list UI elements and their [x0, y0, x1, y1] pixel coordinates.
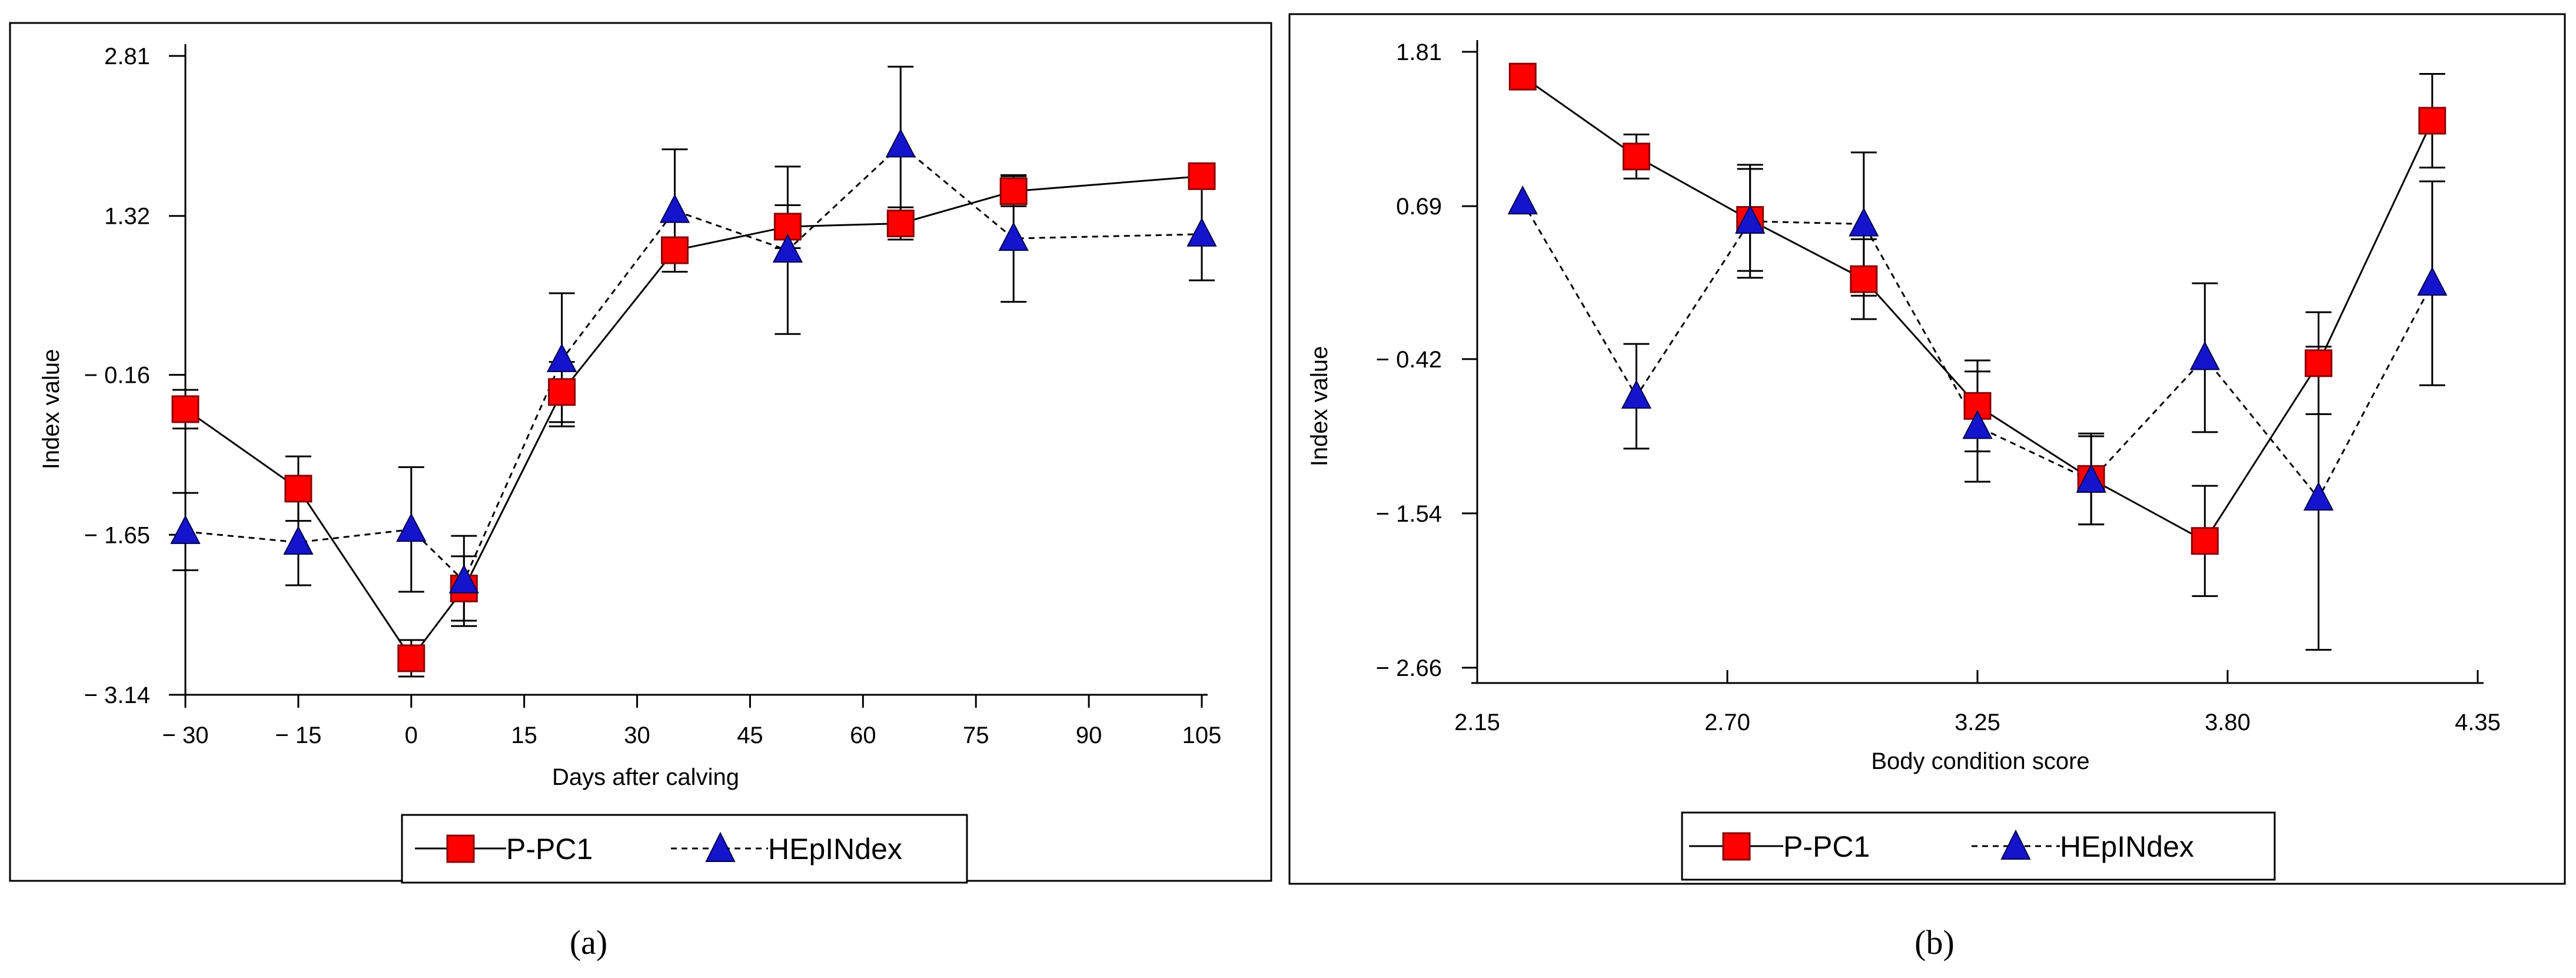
panel-a-legend: P-PC1 HEpINdex — [401, 814, 968, 884]
panel-b-hepindex-point — [1621, 379, 1652, 409]
panel-a-p-pc1-point — [1188, 162, 1216, 190]
panel-a-p-pc1-point — [999, 177, 1028, 205]
panel-a-legend-p-pc1-label: P-PC1 — [506, 833, 593, 866]
panel-b-p-pc1-point — [2305, 349, 2333, 377]
panel-a-p-pc1-point — [548, 378, 576, 406]
panel-a-legend-p-pc1-marker — [446, 834, 475, 863]
panel-b-ylabel: Index value — [1307, 346, 1332, 467]
panel-b-hepindex-point — [2076, 463, 2106, 493]
panel-b-ytick-label: 1.81 — [1396, 39, 1442, 65]
panel-b-hepindex-point — [1849, 207, 1879, 237]
panel-a-hepindex-point — [659, 194, 690, 223]
panel-a-xtick-label: 15 — [511, 722, 537, 748]
panel-b-legend-p-pc1-marker — [1722, 832, 1751, 861]
panel-b-hepindex-point — [2189, 341, 2221, 370]
panel-a-ylabel: Index value — [38, 349, 64, 470]
panel-a-legend-hepindex-label: HEpINdex — [768, 833, 902, 866]
panel-a-hepindex-point — [448, 564, 479, 594]
panel-b-p-pc1-point — [1850, 265, 1878, 293]
panel-a-frame — [9, 22, 1272, 882]
panel-a-caption: (a) — [570, 923, 607, 962]
panel-b-ytick-label: − 2.66 — [1376, 655, 1442, 681]
plot-a: 2.81 1.32 − 0.16 − 1.65 − 3.14 − 30 − 15 0 15 30 4… — [84, 44, 1222, 748]
panel-b-xtick-label: 2.70 — [1704, 710, 1750, 735]
panel-a-p-pc1-point — [661, 236, 689, 264]
panel-a-hepindex-point — [1186, 217, 1217, 247]
panel-b: 1.81 0.69 − 0.42 − 1.54 − 2.66 2.15 2.70 3.25 3.… — [1288, 13, 2566, 962]
panel-a-xlabel: Days after calving — [552, 764, 739, 790]
panel-a-ytick-label: − 3.14 — [84, 682, 150, 708]
panel-a-ytick-label: 2.81 — [104, 44, 150, 69]
panel-b-xtick-label: 4.35 — [2455, 710, 2501, 735]
panel-a-xtick-label: 30 — [624, 722, 650, 748]
panel-a-hepindex-point — [998, 221, 1029, 251]
panel-b-ytick-label: − 0.42 — [1376, 347, 1442, 373]
panel-b-legend-p-pc1-label: P-PC1 — [1783, 830, 1870, 863]
panel-a-ytick-label: − 1.65 — [84, 522, 150, 548]
panel-a-hepindex-point — [546, 343, 577, 373]
panel-b-p-pc1-point — [2418, 107, 2447, 135]
panel-b-legend-hepindex-label: HEpINdex — [2060, 830, 2194, 863]
panel-a-hepindex-point — [283, 525, 314, 555]
panel-a-ytick-label: 1.32 — [104, 204, 150, 230]
panel-b-ytick-label: − 1.54 — [1376, 501, 1442, 527]
panel-b-hepindex-point — [1962, 410, 1993, 439]
panel-a-xtick-label: 75 — [963, 722, 989, 748]
panel-a-hepindex-line — [185, 144, 1202, 583]
panel-a-xtick-label: 105 — [1182, 722, 1222, 748]
plot-b: 1.81 0.69 − 0.42 − 1.54 − 2.66 2.15 2.70 3.25 3.… — [1376, 39, 2501, 735]
panel-a-p-pc1-point — [171, 395, 200, 423]
panel-a-ytick-label: − 0.16 — [84, 363, 150, 389]
panel-b-xtick-label: 3.25 — [1955, 710, 2000, 735]
panel-b-hepindex-point — [1734, 204, 1766, 234]
panel-b-hepindex-point — [2417, 266, 2448, 296]
panel-a-hepindex-point — [885, 128, 916, 158]
panel-b-p-pc1-point — [1622, 142, 1650, 171]
panel-b-frame — [1288, 13, 2566, 885]
panel-a-p-pc1-point — [284, 475, 313, 503]
panel-b-p-pc1-point — [1508, 62, 1537, 91]
panel-b-ytick-label: 0.69 — [1396, 194, 1442, 220]
panel-b-caption: (b) — [1914, 923, 1955, 962]
panel-a-xtick-label: − 30 — [162, 722, 209, 748]
panel-a-p-pc1-point — [886, 209, 915, 237]
panel-b-xtick-label: 2.15 — [1454, 710, 1500, 735]
panel-a-hepindex-point — [170, 515, 201, 544]
panel-a-xtick-label: 45 — [737, 722, 763, 748]
panel-a-hepindex-point — [396, 513, 427, 542]
panel-b-p-pc1-point — [2191, 527, 2219, 555]
panel-a-legend-hepindex-marker — [705, 831, 736, 862]
panel-a-xtick-label: − 15 — [275, 722, 321, 748]
panel-a-p-pc1-line — [185, 175, 1202, 660]
panel-b-xtick-label: 3.80 — [2205, 710, 2251, 735]
panel-a: 2.81 1.32 − 0.16 − 1.65 − 3.14 − 30 − 15 0 15 30 4… — [9, 22, 1272, 962]
panel-a-xtick-label: 90 — [1076, 722, 1102, 748]
panel-b-hepindex-point — [2303, 482, 2334, 511]
panel-b-legend: P-PC1 HEpINdex — [1681, 811, 2276, 881]
panel-a-hepindex-point — [772, 233, 803, 263]
panel-a-xtick-label: 60 — [850, 722, 876, 748]
panel-b-xlabel: Body condition score — [1871, 748, 2089, 774]
panel-a-xtick-label: 0 — [405, 722, 418, 748]
panel-b-legend-hepindex-marker — [2000, 829, 2031, 860]
panel-a-p-pc1-point — [397, 644, 426, 672]
panel-b-hepindex-point — [1507, 185, 1538, 215]
